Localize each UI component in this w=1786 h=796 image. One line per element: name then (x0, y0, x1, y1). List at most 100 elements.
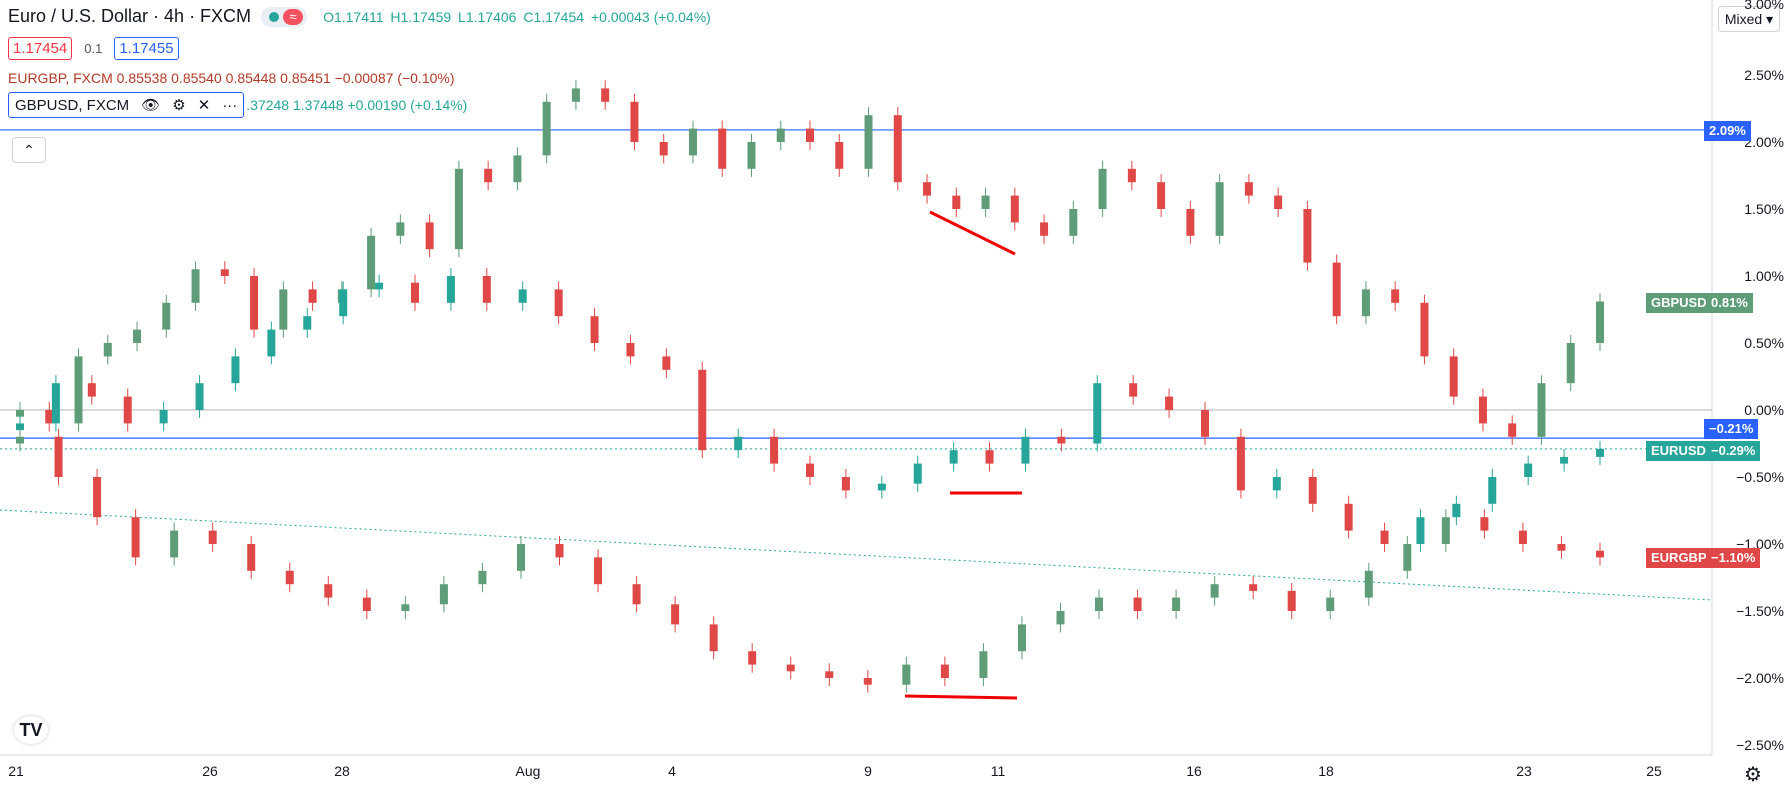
blue-line-tag: 2.09% (1704, 121, 1751, 141)
time-axis-label: 28 (334, 763, 350, 779)
eurgbp-candle (748, 651, 757, 665)
price-axis-label: −2.00% (1736, 670, 1784, 686)
eurgbp-candle (93, 477, 102, 518)
market-status-toggle[interactable]: ≈ (261, 6, 308, 27)
eurusd-candle (698, 369, 707, 451)
gbpusd-candle (1069, 209, 1078, 236)
eurgbp-candle (671, 604, 680, 625)
eurusd-candle (590, 316, 599, 343)
gbpusd-candle (1010, 195, 1019, 223)
price-axis-label: 2.50% (1744, 67, 1784, 83)
collapse-legend-button[interactable]: ⌃ (12, 137, 46, 163)
settings-gear-icon[interactable]: ⚙ (1744, 764, 1762, 786)
eurgbp-candle (1480, 517, 1489, 531)
compare-eurgbp[interactable]: EURGBP, FXCM 0.85538 0.85540 0.85448 0.8… (8, 70, 455, 86)
price-axis-label: −2.50% (1736, 737, 1784, 753)
eurusd-name-tag: EURUSD (1646, 441, 1711, 461)
eurgbp-candle (1403, 544, 1412, 571)
buy-button[interactable]: 1.17455 (114, 37, 179, 60)
eurgbp-candle (208, 530, 217, 544)
eurusd-candle (1165, 396, 1174, 410)
gear-icon[interactable]: ⚙ (172, 97, 186, 114)
eurgbp-candle (324, 584, 333, 598)
eurgbp-candle (1095, 597, 1104, 611)
symbol-title[interactable]: Euro / U.S. Dollar · 4h · FXCM (8, 6, 252, 26)
gbpusd-candle (1098, 168, 1107, 209)
gbpusd-candle (1303, 209, 1312, 263)
gbpusd-candle (1332, 262, 1341, 317)
price-axis-label: 0.00% (1744, 402, 1784, 418)
eurgbp-candle (632, 584, 641, 605)
more-icon[interactable]: ··· (222, 96, 238, 114)
gbpusd-candle (747, 142, 756, 169)
close-icon[interactable]: ✕ (197, 97, 211, 114)
price-axis-label: 2.00% (1744, 134, 1784, 150)
time-axis-label: 4 (668, 763, 676, 779)
gbpusd-candle (1274, 195, 1283, 209)
eurgbp-candle (863, 678, 872, 685)
eurgbp-candle (478, 570, 487, 585)
eurgbp-candle (786, 664, 795, 672)
gbpusd-candle (659, 142, 668, 156)
eurgbp-candle (1017, 624, 1026, 652)
gbpusd-candle (250, 276, 259, 330)
eurusd-candle (1488, 477, 1497, 504)
compare-gbpusd-box[interactable]: GBPUSD, FXCM 👁 ⚙ ✕ ··· (8, 92, 245, 118)
eurusd-candle (1416, 517, 1425, 544)
time-axis-label: 26 (202, 763, 218, 779)
eurusd-candle (1129, 383, 1138, 397)
gbpusd-candle (367, 235, 376, 290)
time-axis-label: 18 (1318, 763, 1334, 779)
gbpusd-candle (893, 115, 902, 183)
eurusd-candle (1380, 530, 1389, 544)
eurusd-candle (303, 316, 312, 330)
gbpusd-candle (571, 88, 580, 102)
gbpusd-candle (396, 222, 405, 236)
gbpusd-candle (484, 168, 493, 183)
eurgbp-candle (1596, 550, 1604, 558)
gbpusd-candle (162, 302, 171, 330)
eurusd-candle (51, 383, 60, 424)
gbpusd-candle (16, 410, 24, 417)
eurgbp-candle (401, 604, 410, 611)
gbpusd-candle (133, 329, 142, 343)
gbpusd-candle (454, 168, 463, 250)
tradingview-logo[interactable]: TV (14, 716, 48, 744)
eurgbp-candle (979, 651, 988, 678)
gbpusd-candle (191, 269, 200, 303)
eurusd-candle (87, 383, 96, 397)
eurgbp-candle (1518, 530, 1527, 544)
eurgbp-candle (1172, 597, 1181, 611)
eurusd-candle (1057, 436, 1066, 444)
eurusd-candle (1021, 436, 1030, 464)
annotation-line (929, 210, 1016, 256)
sell-button[interactable]: 1.17454 (8, 37, 73, 60)
blue-line2-tag: −0.21% (1704, 419, 1759, 439)
eurgbp-candle (516, 544, 525, 571)
gbpusd-candle (513, 155, 522, 183)
gbpusd-name-tag: GBPUSD (1646, 293, 1712, 313)
scale-mode-select[interactable]: Mixed ▾ (1718, 6, 1780, 32)
market-open-icon (269, 11, 280, 22)
gbpusd-candle (1215, 182, 1224, 236)
gbpusd-candle (630, 101, 639, 142)
gbpusd-candle (103, 343, 112, 357)
eye-icon[interactable]: 👁 (141, 97, 161, 114)
eurusd-candle (841, 477, 850, 491)
eurgbp-candle (555, 544, 564, 558)
gbpusd-candle (45, 410, 54, 424)
eurgbp-candle (1210, 584, 1219, 598)
gbpusd-candle (923, 182, 932, 196)
eurusd-candle (734, 436, 743, 451)
time-axis-label: 9 (864, 763, 872, 779)
gbpusd-candle (425, 222, 434, 250)
eurusd-candle (1560, 456, 1569, 464)
gbpusd-candle (1478, 396, 1487, 424)
eurusd-candle (1524, 463, 1533, 477)
time-axis-label: 16 (1186, 763, 1202, 779)
gbpusd-candle (1361, 289, 1370, 317)
annotation-line (904, 694, 1018, 700)
eurusd-candle (1452, 503, 1461, 518)
gbpusd-candle (542, 101, 551, 156)
